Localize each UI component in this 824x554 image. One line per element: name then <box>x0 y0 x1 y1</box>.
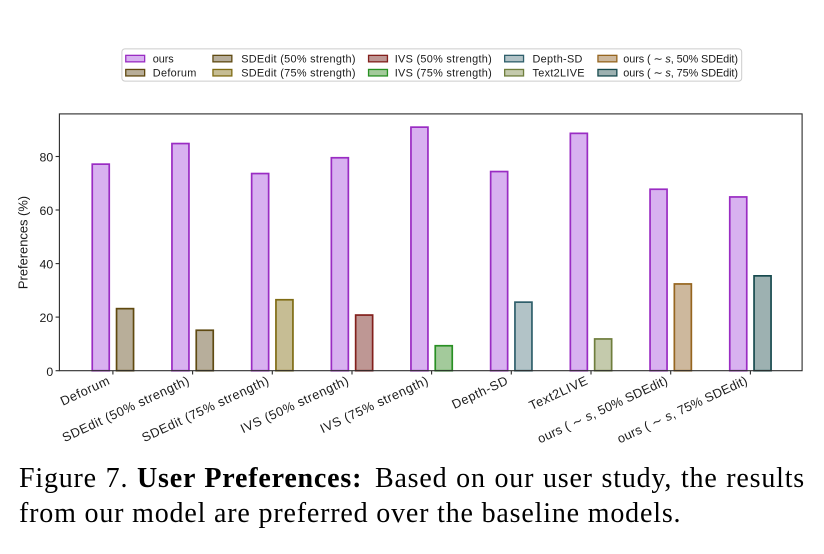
svg-text:Depth-SD: Depth-SD <box>449 373 510 412</box>
svg-text:Preferences (%): Preferences (%) <box>15 196 30 289</box>
svg-text:ours ( ∼ s, 75% SDEdit): ours ( ∼ s, 75% SDEdit) <box>615 373 750 447</box>
svg-text:SDEdit (75% strength): SDEdit (75% strength) <box>241 67 356 79</box>
svg-text:0: 0 <box>46 365 53 379</box>
svg-text:40: 40 <box>40 258 54 272</box>
svg-text:80: 80 <box>40 151 54 165</box>
svg-text:Text2LIVE: Text2LIVE <box>527 373 591 413</box>
svg-text:ours ( ∼ s, 50% SDEdit): ours ( ∼ s, 50% SDEdit) <box>535 373 670 447</box>
svg-text:IVS (50% strength): IVS (50% strength) <box>395 53 492 65</box>
svg-text:SDEdit (50% strength): SDEdit (50% strength) <box>241 53 356 65</box>
svg-text:IVS (75% strength): IVS (75% strength) <box>395 67 492 79</box>
svg-text:ours: ours <box>153 53 174 65</box>
svg-text:60: 60 <box>40 204 54 218</box>
svg-text:Deforum: Deforum <box>58 373 112 409</box>
svg-text:Depth-SD: Depth-SD <box>533 53 583 65</box>
svg-text:SDEdit (50% strength): SDEdit (50% strength) <box>60 373 192 445</box>
svg-text:Text2LIVE: Text2LIVE <box>533 67 585 79</box>
svg-text:SDEdit (75% strength): SDEdit (75% strength) <box>139 373 271 445</box>
svg-text:ours ( ∼ s, 50% SDEdit): ours ( ∼ s, 50% SDEdit) <box>623 53 738 65</box>
svg-text:20: 20 <box>40 311 54 325</box>
svg-text:Deforum: Deforum <box>153 67 197 79</box>
svg-text:ours ( ∼ s, 75% SDEdit): ours ( ∼ s, 75% SDEdit) <box>623 67 738 79</box>
